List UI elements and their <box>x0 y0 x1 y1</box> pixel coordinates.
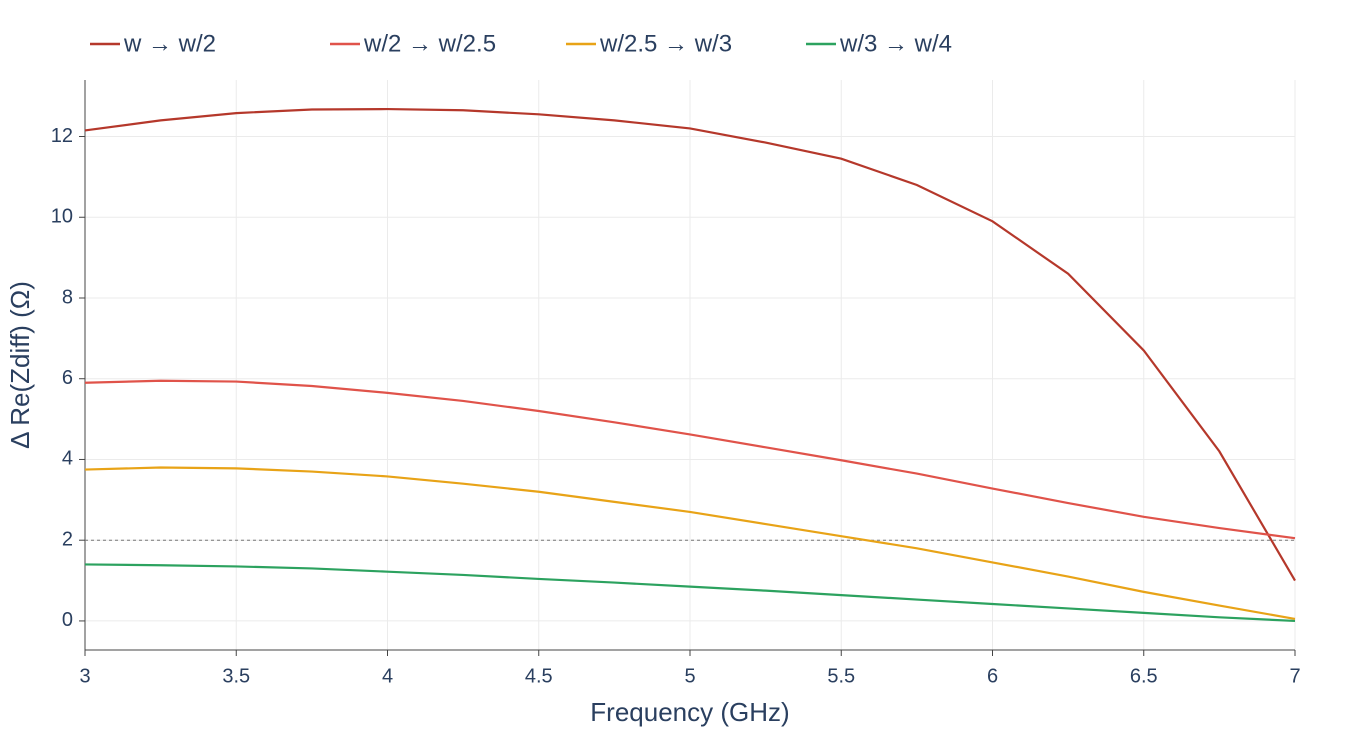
x-tick-label: 6.5 <box>1130 665 1158 687</box>
x-tick-label: 4 <box>382 665 393 687</box>
x-axis-title: Frequency (GHz) <box>590 697 789 727</box>
series-line <box>84 107 1296 582</box>
y-tick-label: 2 <box>62 528 73 550</box>
series-line <box>84 379 1296 540</box>
x-tick-label: 5.5 <box>827 665 855 687</box>
y-tick-label: 6 <box>62 367 73 389</box>
series-line <box>84 466 1296 620</box>
y-tick-label: 4 <box>62 448 73 470</box>
x-tick-label: 5 <box>684 665 695 687</box>
x-tick-label: 3 <box>79 665 90 687</box>
legend-label: w/2.5 → w/3 <box>599 30 732 57</box>
y-tick-label: 10 <box>51 206 73 228</box>
y-tick-label: 8 <box>62 286 73 308</box>
series-line <box>84 563 1296 623</box>
x-tick-label: 3.5 <box>222 665 250 687</box>
x-tick-label: 7 <box>1289 665 1300 687</box>
legend-label: w → w/2 <box>123 30 216 57</box>
y-tick-label: 0 <box>62 609 73 631</box>
x-tick-label: 4.5 <box>525 665 553 687</box>
y-tick-label: 12 <box>51 125 73 147</box>
legend-label: w/2 → w/2.5 <box>363 30 496 57</box>
x-tick-label: 6 <box>987 665 998 687</box>
y-axis-title: Δ Re(Zdiff) (Ω) <box>5 281 35 449</box>
legend-label: w/3 → w/4 <box>839 30 952 57</box>
